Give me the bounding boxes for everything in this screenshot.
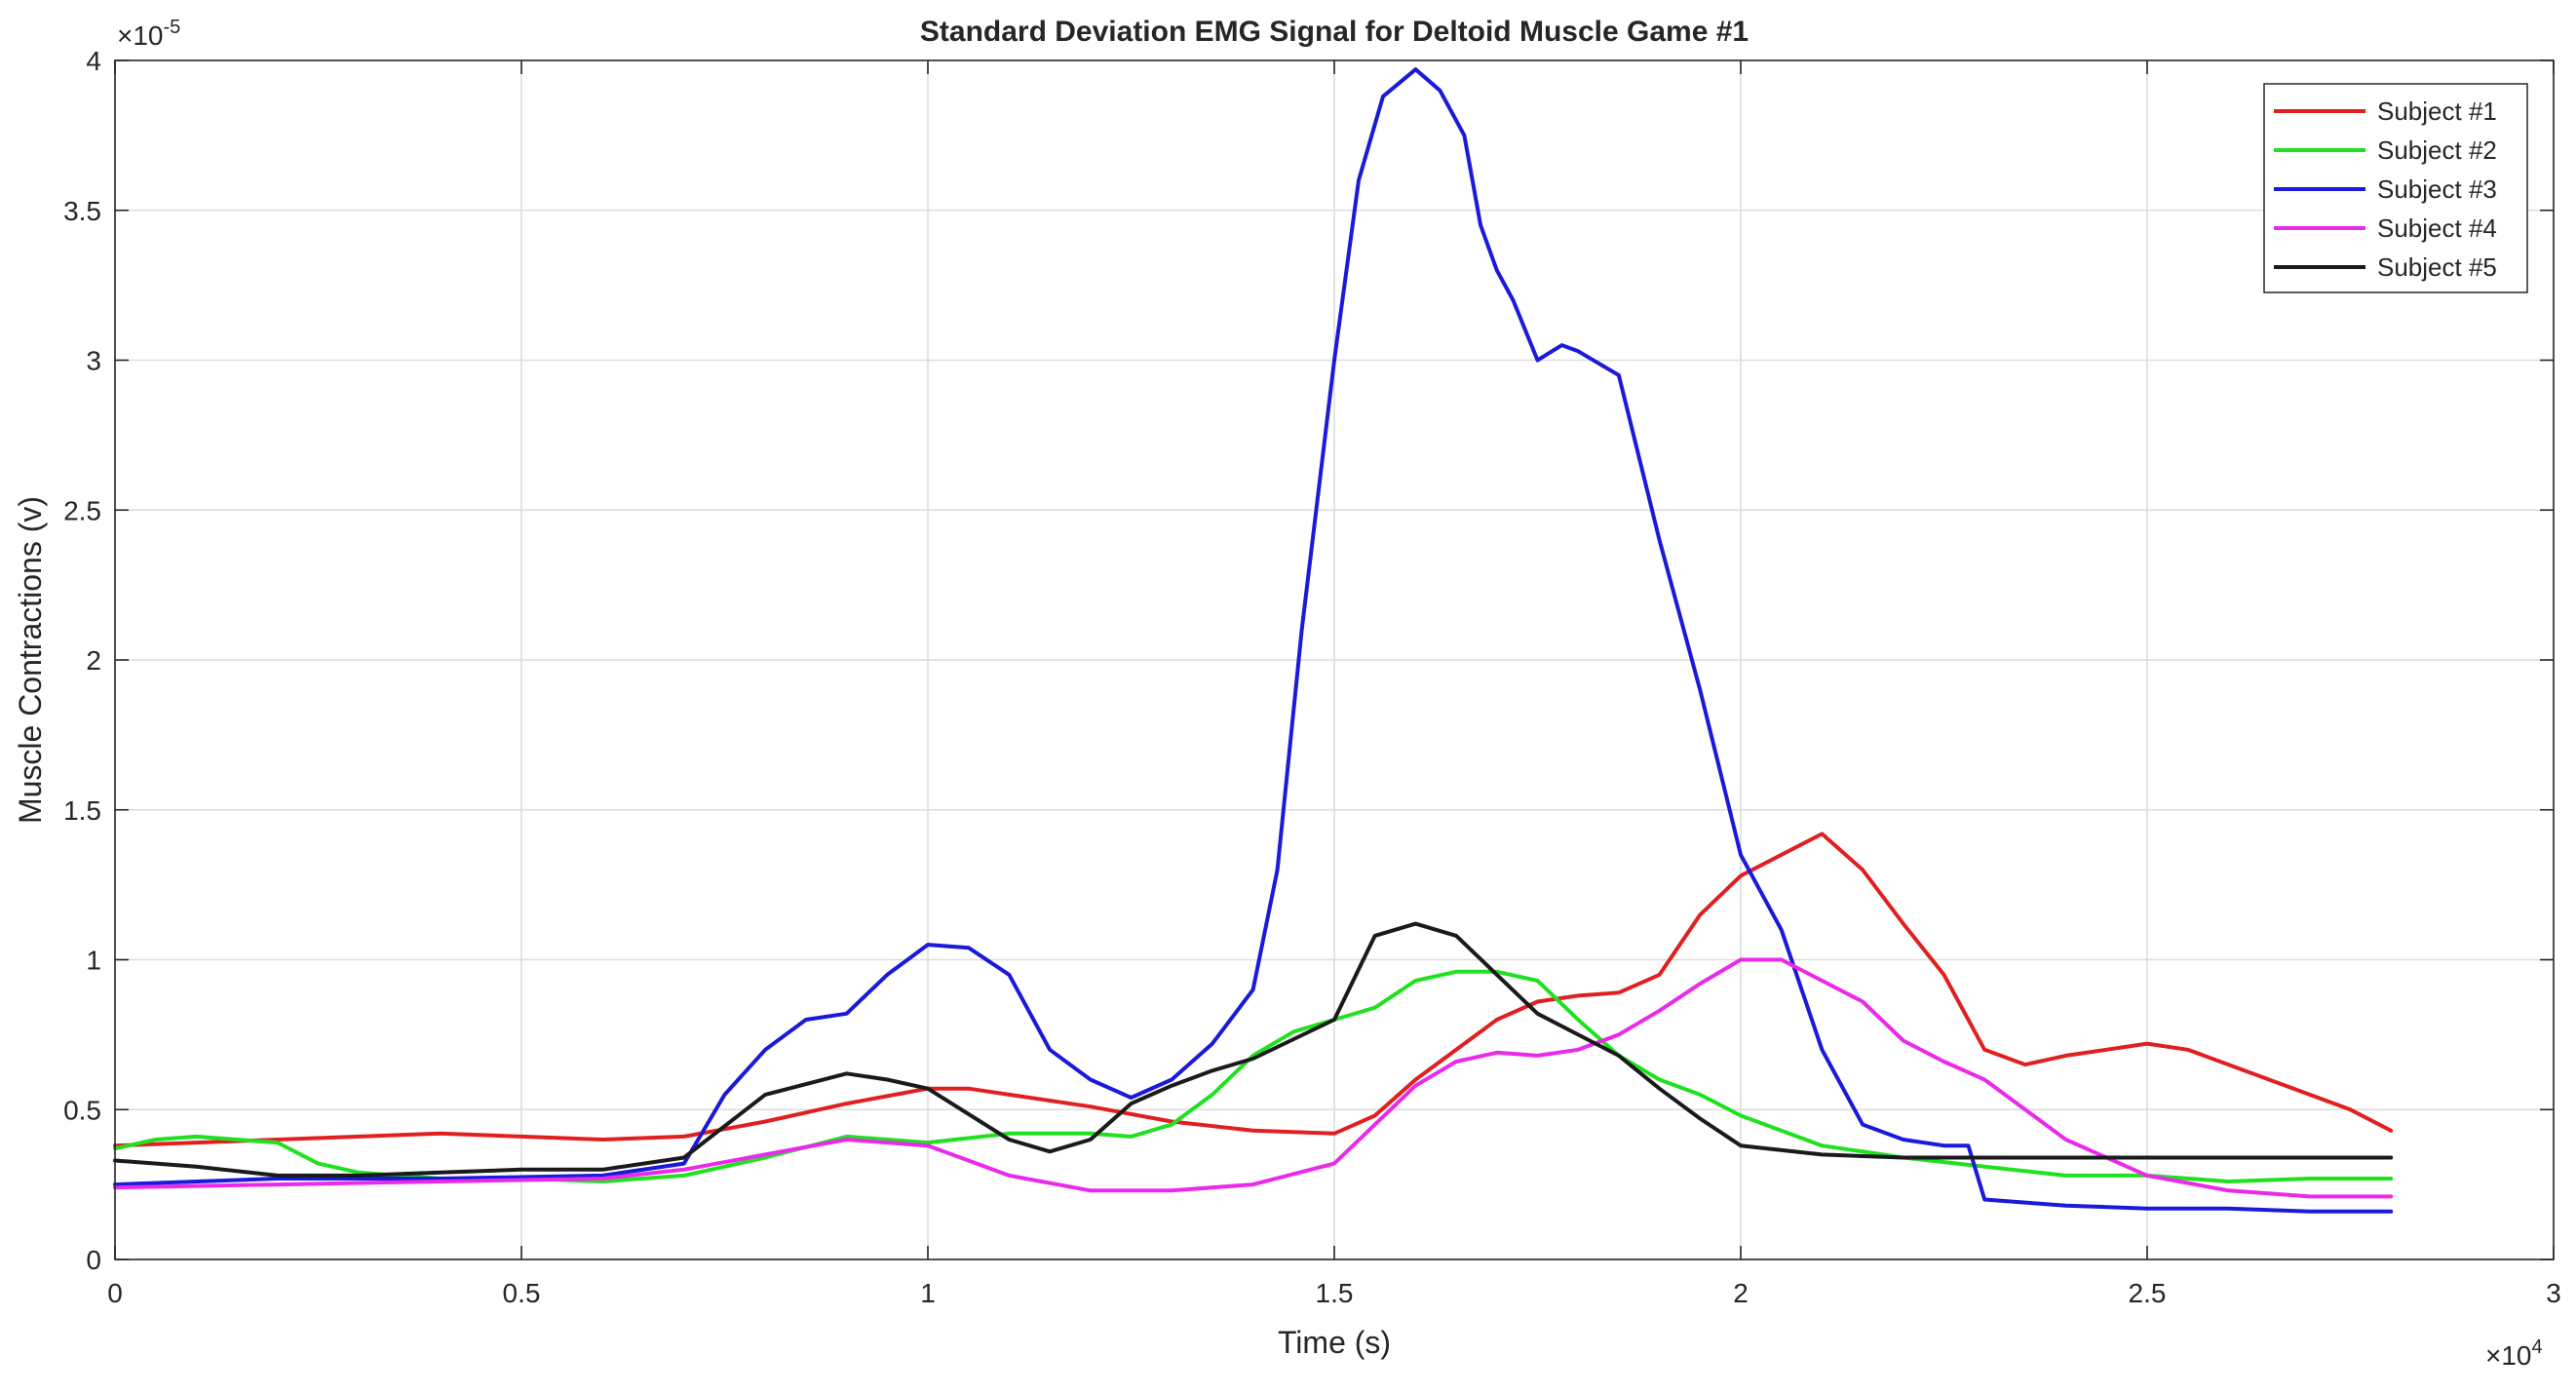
y-multiplier-base: ×10	[117, 20, 164, 51]
legend-entry: Subject #5	[2377, 252, 2497, 282]
series-line-subject-4	[113, 957, 2394, 1199]
x-tick-label: 0.5	[503, 1278, 541, 1308]
x-axis-multiplier: ×104	[2485, 1336, 2543, 1371]
y-axis-label: Muscle Contractions (v)	[13, 496, 48, 824]
y-tick-label: 3	[86, 346, 101, 376]
x-tick-label: 0	[107, 1278, 123, 1308]
x-axis: 0 0.5 1 1.5 2 2.5 3	[107, 60, 2561, 1308]
series-line-subject-5	[113, 921, 2394, 1178]
y-tick-label: 1.5	[63, 795, 101, 826]
legend-entry: Subject #4	[2377, 213, 2497, 243]
y-tick-label: 0.5	[63, 1095, 101, 1125]
x-tick-label: 2	[1733, 1278, 1749, 1308]
series-lines	[113, 67, 2394, 1214]
legend-entry: Subject #1	[2377, 97, 2497, 126]
y-axis: 0 0.5 1 1.5 2 2.5 3 3.5 4	[63, 46, 2554, 1275]
y-tick-label: 1	[86, 946, 101, 976]
y-multiplier-exponent: -5	[164, 17, 181, 38]
series-line-subject-3	[113, 67, 2394, 1214]
y-axis-multiplier: ×10-5	[117, 17, 180, 51]
y-tick-label: 2.5	[63, 495, 101, 525]
x-multiplier-exponent: 4	[2532, 1336, 2543, 1358]
x-axis-label: Time (s)	[1278, 1325, 1391, 1360]
y-tick-label: 0	[86, 1245, 101, 1275]
x-tick-label: 2.5	[2129, 1278, 2167, 1308]
y-tick-label: 2	[86, 645, 101, 676]
x-multiplier-base: ×10	[2485, 1340, 2532, 1371]
chart-title: Standard Deviation EMG Signal for Deltoi…	[920, 16, 1749, 48]
y-tick-label: 4	[86, 46, 101, 76]
x-tick-label: 3	[2546, 1278, 2561, 1308]
legend-entry: Subject #2	[2377, 136, 2497, 165]
x-tick-label: 1	[920, 1278, 936, 1308]
x-tick-label: 1.5	[1316, 1278, 1354, 1308]
y-tick-label: 3.5	[63, 196, 101, 226]
legend: Subject #1 Subject #2 Subject #3 Subject #4…	[2263, 83, 2528, 293]
legend-entry: Subject #3	[2377, 174, 2497, 204]
